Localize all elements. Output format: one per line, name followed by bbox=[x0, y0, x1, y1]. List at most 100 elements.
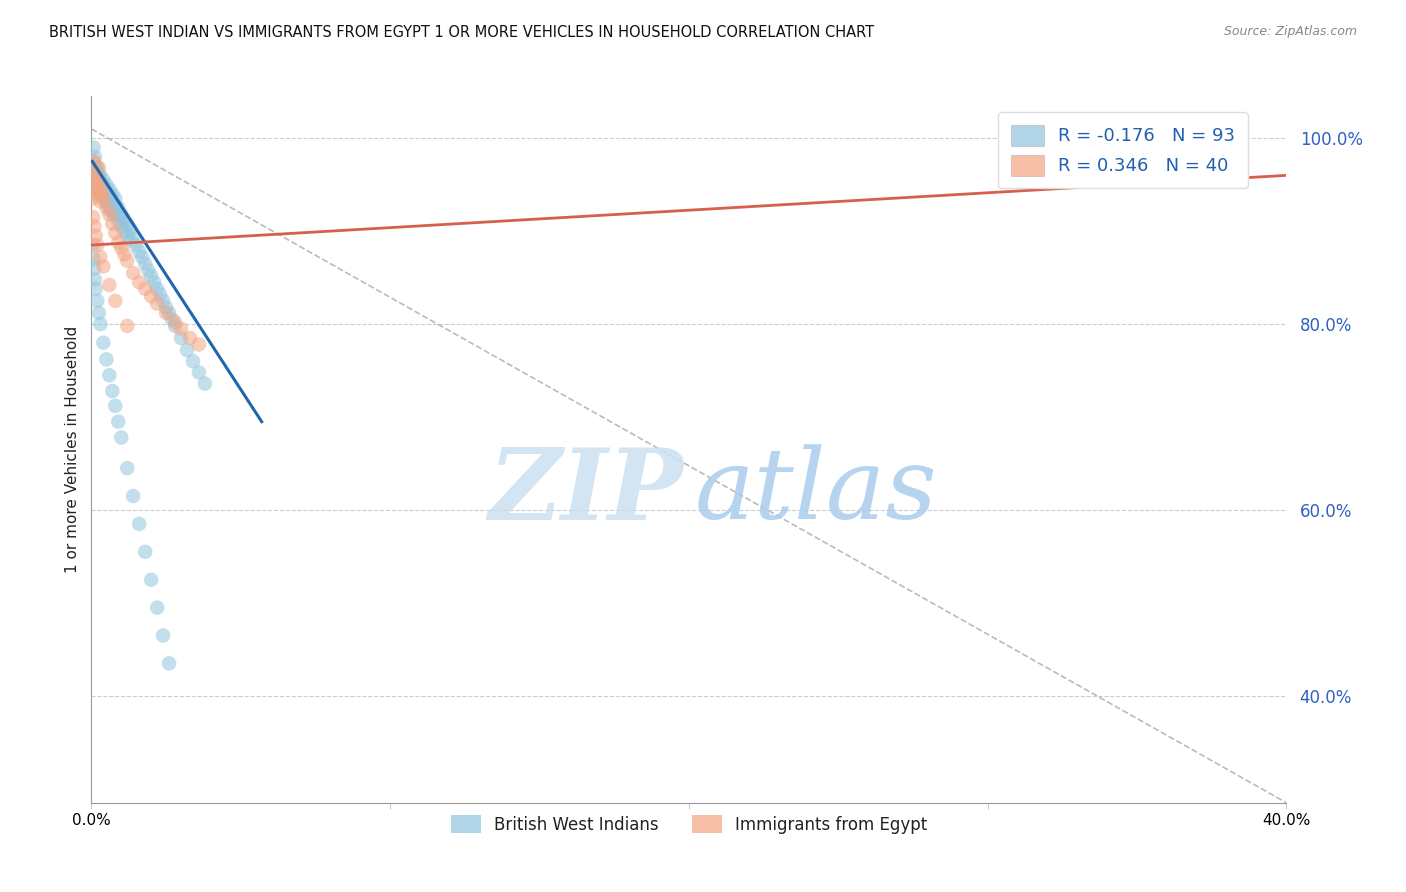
Point bbox=[155, 306, 177, 320]
Point bbox=[115, 461, 138, 475]
Text: ZIP: ZIP bbox=[488, 443, 683, 541]
Point bbox=[86, 186, 108, 201]
Point bbox=[122, 489, 145, 503]
Point bbox=[141, 573, 163, 587]
Point bbox=[83, 163, 105, 178]
Point bbox=[93, 192, 115, 206]
Point bbox=[93, 189, 115, 203]
Point bbox=[194, 376, 217, 391]
Point bbox=[170, 331, 193, 345]
Point bbox=[89, 182, 111, 196]
Point bbox=[84, 228, 107, 243]
Point bbox=[101, 186, 124, 201]
Point bbox=[90, 176, 112, 190]
Point bbox=[84, 272, 107, 286]
Point bbox=[122, 266, 145, 280]
Point bbox=[120, 222, 142, 236]
Point bbox=[94, 192, 117, 206]
Y-axis label: 1 or more Vehicles in Household: 1 or more Vehicles in Household bbox=[65, 326, 80, 574]
Point bbox=[131, 250, 153, 264]
Point bbox=[90, 185, 112, 199]
Point bbox=[96, 185, 118, 199]
Point bbox=[93, 179, 115, 194]
Point bbox=[104, 293, 127, 308]
Point bbox=[98, 278, 121, 293]
Point bbox=[84, 150, 107, 164]
Point bbox=[101, 217, 124, 231]
Point bbox=[176, 343, 198, 357]
Point bbox=[83, 252, 105, 266]
Point bbox=[146, 282, 169, 296]
Point bbox=[98, 207, 121, 221]
Point bbox=[98, 189, 121, 203]
Point bbox=[89, 169, 111, 183]
Point bbox=[89, 250, 111, 264]
Point bbox=[112, 213, 135, 227]
Point bbox=[115, 217, 138, 231]
Point bbox=[134, 282, 156, 296]
Point bbox=[93, 173, 115, 187]
Point bbox=[157, 657, 180, 671]
Point bbox=[115, 318, 138, 333]
Point bbox=[107, 235, 129, 250]
Point bbox=[84, 282, 107, 296]
Point bbox=[86, 238, 108, 252]
Point bbox=[87, 166, 110, 180]
Point bbox=[84, 182, 107, 196]
Point bbox=[170, 322, 193, 336]
Point bbox=[107, 415, 129, 429]
Point bbox=[146, 600, 169, 615]
Point bbox=[115, 253, 138, 268]
Text: BRITISH WEST INDIAN VS IMMIGRANTS FROM EGYPT 1 OR MORE VEHICLES IN HOUSEHOLD COR: BRITISH WEST INDIAN VS IMMIGRANTS FROM E… bbox=[49, 25, 875, 40]
Point bbox=[163, 318, 186, 333]
Point bbox=[87, 306, 110, 320]
Point bbox=[146, 296, 169, 310]
Point bbox=[82, 192, 104, 206]
Point bbox=[98, 182, 121, 196]
Point bbox=[87, 170, 110, 185]
Point bbox=[152, 293, 174, 308]
Point bbox=[136, 263, 159, 277]
Point bbox=[115, 228, 138, 243]
Point bbox=[110, 207, 132, 221]
Point bbox=[97, 198, 120, 212]
Point bbox=[141, 268, 163, 283]
Text: atlas: atlas bbox=[695, 444, 938, 540]
Point bbox=[98, 368, 121, 383]
Point bbox=[104, 207, 127, 221]
Point bbox=[188, 337, 211, 351]
Point bbox=[149, 287, 172, 301]
Point bbox=[112, 224, 135, 238]
Point bbox=[111, 210, 134, 224]
Point bbox=[83, 166, 105, 180]
Point bbox=[93, 335, 115, 350]
Point bbox=[90, 186, 112, 201]
Point bbox=[104, 399, 127, 413]
Point bbox=[96, 352, 118, 367]
Point bbox=[96, 178, 118, 192]
Point bbox=[89, 178, 111, 192]
Point bbox=[134, 545, 156, 559]
Point bbox=[83, 219, 105, 234]
Point bbox=[120, 234, 142, 248]
Point bbox=[108, 205, 131, 219]
Point bbox=[84, 159, 107, 173]
Point bbox=[84, 178, 107, 192]
Point bbox=[157, 306, 180, 320]
Point bbox=[89, 194, 111, 209]
Point bbox=[93, 260, 115, 274]
Point bbox=[104, 226, 127, 240]
Point bbox=[83, 186, 105, 201]
Text: Source: ZipAtlas.com: Source: ZipAtlas.com bbox=[1223, 25, 1357, 38]
Point bbox=[96, 201, 118, 215]
Point bbox=[128, 244, 150, 259]
Point bbox=[110, 430, 132, 444]
Point bbox=[101, 203, 124, 218]
Point bbox=[84, 176, 107, 190]
Point bbox=[86, 161, 108, 175]
Point bbox=[107, 201, 129, 215]
Point bbox=[155, 301, 177, 315]
Point bbox=[141, 289, 163, 303]
Point bbox=[179, 331, 201, 345]
Point bbox=[82, 140, 104, 154]
